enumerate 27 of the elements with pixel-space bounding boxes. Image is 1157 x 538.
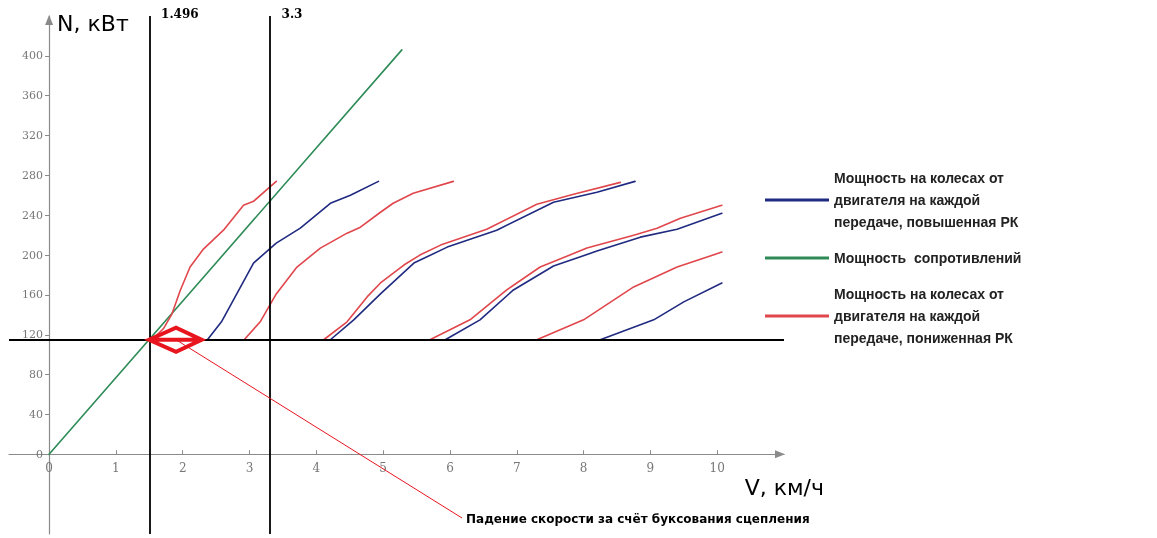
x-tick-label: 10 bbox=[709, 461, 725, 476]
y-tick-label: 40 bbox=[29, 407, 44, 421]
x-tick-label: 3 bbox=[245, 461, 254, 476]
x-tick-label: 4 bbox=[312, 461, 321, 476]
legend-label: Мощность на колесах от двигателя на каждой передаче, пониженная РК bbox=[834, 286, 1014, 346]
legend-label: Мощность на колесах от двигателя на каждой передаче, повышенная РК bbox=[834, 170, 1019, 230]
x-tick-label: 6 bbox=[446, 461, 454, 476]
y-tick-label: 120 bbox=[22, 328, 44, 342]
legend-label: Мощность сопротивлений bbox=[834, 250, 1022, 266]
x-tick-label: 9 bbox=[646, 461, 655, 476]
y-tick-label: 320 bbox=[22, 129, 44, 143]
x-axis-title: V, км/ч bbox=[744, 474, 825, 500]
y-tick-label: 360 bbox=[22, 89, 44, 103]
y-tick-label: 280 bbox=[22, 168, 44, 182]
x-tick-label: 7 bbox=[512, 461, 521, 476]
x-tick-label: 8 bbox=[579, 461, 588, 476]
x-tick-label: 1 bbox=[112, 461, 120, 476]
y-tick-label: 160 bbox=[22, 288, 44, 302]
y-axis-title: N, кВт bbox=[57, 10, 129, 36]
ref-line-label: 1.496 bbox=[161, 7, 199, 21]
y-tick-label: 400 bbox=[22, 49, 44, 63]
ref-line-label: 3.3 bbox=[281, 7, 303, 21]
x-tick-label: 2 bbox=[178, 461, 187, 476]
y-tick-label: 200 bbox=[22, 248, 44, 262]
annotation: Падение скорости за счёт буксования сцепления bbox=[466, 512, 810, 526]
y-tick-label: 80 bbox=[29, 368, 44, 382]
y-tick-label: 240 bbox=[22, 208, 44, 222]
